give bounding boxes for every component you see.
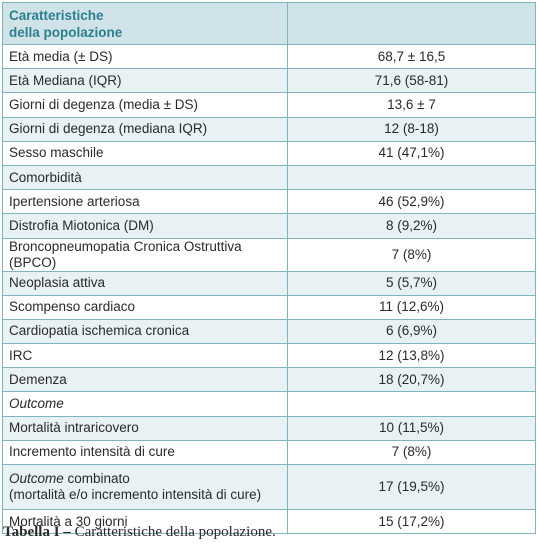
row-label: Incremento intensità di cure (2, 439, 288, 466)
row-value: 11 (12,6%) (287, 294, 536, 320)
row-value: 12 (13,8%) (287, 343, 536, 369)
row-label: Neoplasia attiva (2, 270, 288, 296)
table-row: Distrofia Miotonica (DM) 8 (9,2%) (2, 213, 536, 239)
row-label: Giorni di degenza (mediana IQR) (2, 116, 288, 142)
table-row: Mortalità a 30 giorni 15 (17,2%) (2, 508, 536, 535)
table-row: Giorni di degenza (media ± DS) 13,6 ± 7 (2, 92, 536, 118)
caption-prefix: Tabella I – (3, 524, 71, 540)
row-label: IRC (2, 343, 288, 369)
population-characteristics-table: Caratteristiche della popolazione Età me… (2, 2, 536, 535)
section-label: Comorbidità (2, 164, 288, 191)
row-value: 7 (8%) (287, 439, 536, 466)
row-label: Mortalità intraricovero (2, 415, 288, 441)
row-label: Broncopneumopatia Cronica Ostruttiva (BP… (2, 237, 288, 272)
table-row: Cardiopatia ischemica cronica 6 (6,9%) (2, 318, 536, 345)
row-value: 10 (11,5%) (287, 415, 536, 441)
row-value: 5 (5,7%) (287, 270, 536, 296)
row-value: 41 (47,1%) (287, 140, 536, 166)
table-row-section-comorbidita: Comorbidità (2, 164, 536, 191)
caption-text: Caratteristiche della popolazione. (70, 524, 276, 540)
row-value: 15 (17,2%) (287, 508, 536, 535)
row-label: Età media (± DS) (2, 43, 288, 70)
row-value: 68,7 ± 16,5 (287, 43, 536, 70)
row-label: Outcome combinato (mortalità e/o increme… (2, 464, 288, 510)
table-row: Incremento intensità di cure 7 (8%) (2, 439, 536, 466)
table-row-section-outcome: Outcome (2, 391, 536, 417)
table-row: Età Mediana (IQR) 71,6 (58-81) (2, 68, 536, 94)
population-table-container: Caratteristiche della popolazione Età me… (2, 2, 536, 535)
section-label: Outcome (2, 391, 288, 417)
row-label-line-2: (mortalità e/o incremento intensità di c… (9, 487, 262, 502)
row-value: 7 (8%) (287, 237, 536, 272)
table-header-row: Caratteristiche della popolazione (2, 2, 536, 45)
table-row: Demenza 18 (20,7%) (2, 367, 536, 393)
table-row: IRC 12 (13,8%) (2, 343, 536, 369)
row-value: 8 (9,2%) (287, 213, 536, 239)
header-label-cell: Caratteristiche della popolazione (2, 2, 288, 45)
header-value-cell (287, 2, 536, 45)
row-label: Età Mediana (IQR) (2, 68, 288, 94)
table-row: Ipertensione arteriosa 46 (52,9%) (2, 189, 536, 215)
row-value (287, 391, 536, 417)
row-value (287, 164, 536, 191)
table-row: Scompenso cardiaco 11 (12,6%) (2, 294, 536, 320)
header-line-2: della popolazione (9, 25, 123, 40)
table-row: Giorni di degenza (mediana IQR) 12 (8-18… (2, 116, 536, 142)
row-label: Giorni di degenza (media ± DS) (2, 92, 288, 118)
row-label: Ipertensione arteriosa (2, 189, 288, 215)
row-value: 17 (19,5%) (287, 464, 536, 510)
row-label: Cardiopatia ischemica cronica (2, 318, 288, 345)
table-caption: Tabella I – Caratteristiche della popola… (3, 524, 276, 541)
row-label-rest: combinato (63, 471, 130, 486)
row-label: Scompenso cardiaco (2, 294, 288, 320)
table-row: Sesso maschile 41 (47,1%) (2, 140, 536, 166)
table-row: Età media (± DS) 68,7 ± 16,5 (2, 43, 536, 70)
table-row: Outcome combinato (mortalità e/o increme… (2, 464, 536, 510)
row-label: Distrofia Miotonica (DM) (2, 213, 288, 239)
row-value: 18 (20,7%) (287, 367, 536, 393)
table-row: Broncopneumopatia Cronica Ostruttiva (BP… (2, 237, 536, 272)
row-value: 12 (8-18) (287, 116, 536, 142)
table-row: Mortalità intraricovero 10 (11,5%) (2, 415, 536, 441)
row-value: 6 (6,9%) (287, 318, 536, 345)
row-label: Sesso maschile (2, 140, 288, 166)
header-line-1: Caratteristiche (9, 8, 104, 23)
table-row: Neoplasia attiva 5 (5,7%) (2, 270, 536, 296)
row-value: 13,6 ± 7 (287, 92, 536, 118)
row-label: Mortalità a 30 giorni (2, 508, 288, 535)
row-value: 71,6 (58-81) (287, 68, 536, 94)
row-label: Demenza (2, 367, 288, 393)
row-label-italic: Outcome (9, 471, 64, 486)
row-value: 46 (52,9%) (287, 189, 536, 215)
